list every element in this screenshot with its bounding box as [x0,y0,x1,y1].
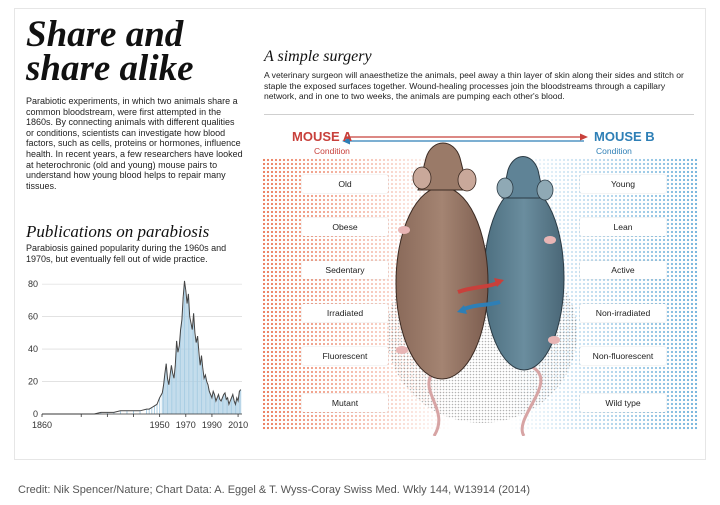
mouse-b-title: MOUSE B [594,129,655,144]
x-tick-label-1950: 1950 [150,420,170,430]
mouse-b-condition-label: Condition [596,146,632,156]
intro-paragraph: Parabiotic experiments, in which two ani… [26,96,243,191]
condition-b-non-fluorescent: Non-fluorescent [580,347,666,365]
mouse-a-condition-label: Condition [314,146,350,156]
condition-a-fluorescent: Fluorescent [302,347,388,365]
publications-description: Parabiosis gained popularity during the … [26,243,227,264]
data-line [42,280,242,415]
condition-b-young: Young [580,175,666,193]
x-tick-label-2010: 2010 [228,420,248,430]
mouse-a-hind-paw [396,346,408,354]
mouse-b-hind-paw [548,336,560,344]
y-tick-label-60: 60 [28,312,38,322]
mouse-a-illustration [395,142,489,436]
condition-a-mutant: Mutant [302,394,388,412]
infographic-title: Share and share alike [26,14,194,89]
blood-flow-blue-head [457,305,467,314]
section-divider [264,114,694,115]
surgery-description: A veterinary surgeon will anaesthetize t… [264,70,684,101]
parabiosis-illustration [262,133,698,436]
condition-b-non-irradiated: Non-irradiated [580,304,666,322]
mouse-a-title: MOUSE A [292,129,353,144]
mouse-b-ear-right [536,179,554,201]
mouse-b-ear-left [496,177,514,199]
publications-chart: 0 20 40 60 80 1860 1950 1970 1990 2010 [28,279,248,430]
condition-b-active: Active [580,261,666,279]
y-tick-label-80: 80 [28,279,38,289]
arrow-right-head [580,133,588,141]
y-tick-label-0: 0 [33,409,38,419]
arrow-left-head [342,137,350,145]
condition-a-obese: Obese [302,218,388,236]
mouse-b-paw [544,236,556,244]
credit-line: Credit: Nik Spencer/Nature; Chart Data: … [18,484,531,496]
mouse-b-tail [520,364,543,436]
mouse-a-ear-right [457,168,477,192]
mouse-a-paw [398,226,410,234]
x-tick-label-1990: 1990 [202,420,222,430]
condition-a-irradiated: Irradiated [302,304,388,322]
condition-a-old: Old [302,175,388,193]
condition-b-lean: Lean [580,218,666,236]
y-tick-label-20: 20 [28,377,38,387]
y-tick-label-40: 40 [28,344,38,354]
mouse-b-illustration [483,156,565,436]
condition-b-wild-type: Wild type [580,394,666,412]
mouse-a-ear-left [412,166,432,190]
x-tick-label-1860: 1860 [32,420,52,430]
publications-heading: Publications on parabiosis [26,222,210,241]
surgery-heading: A simple surgery [264,48,372,65]
blood-flow-red-head [494,278,504,287]
x-tick-label-1970: 1970 [176,420,196,430]
mouse-a-body [395,186,489,380]
condition-a-sedentary: Sedentary [302,261,388,279]
